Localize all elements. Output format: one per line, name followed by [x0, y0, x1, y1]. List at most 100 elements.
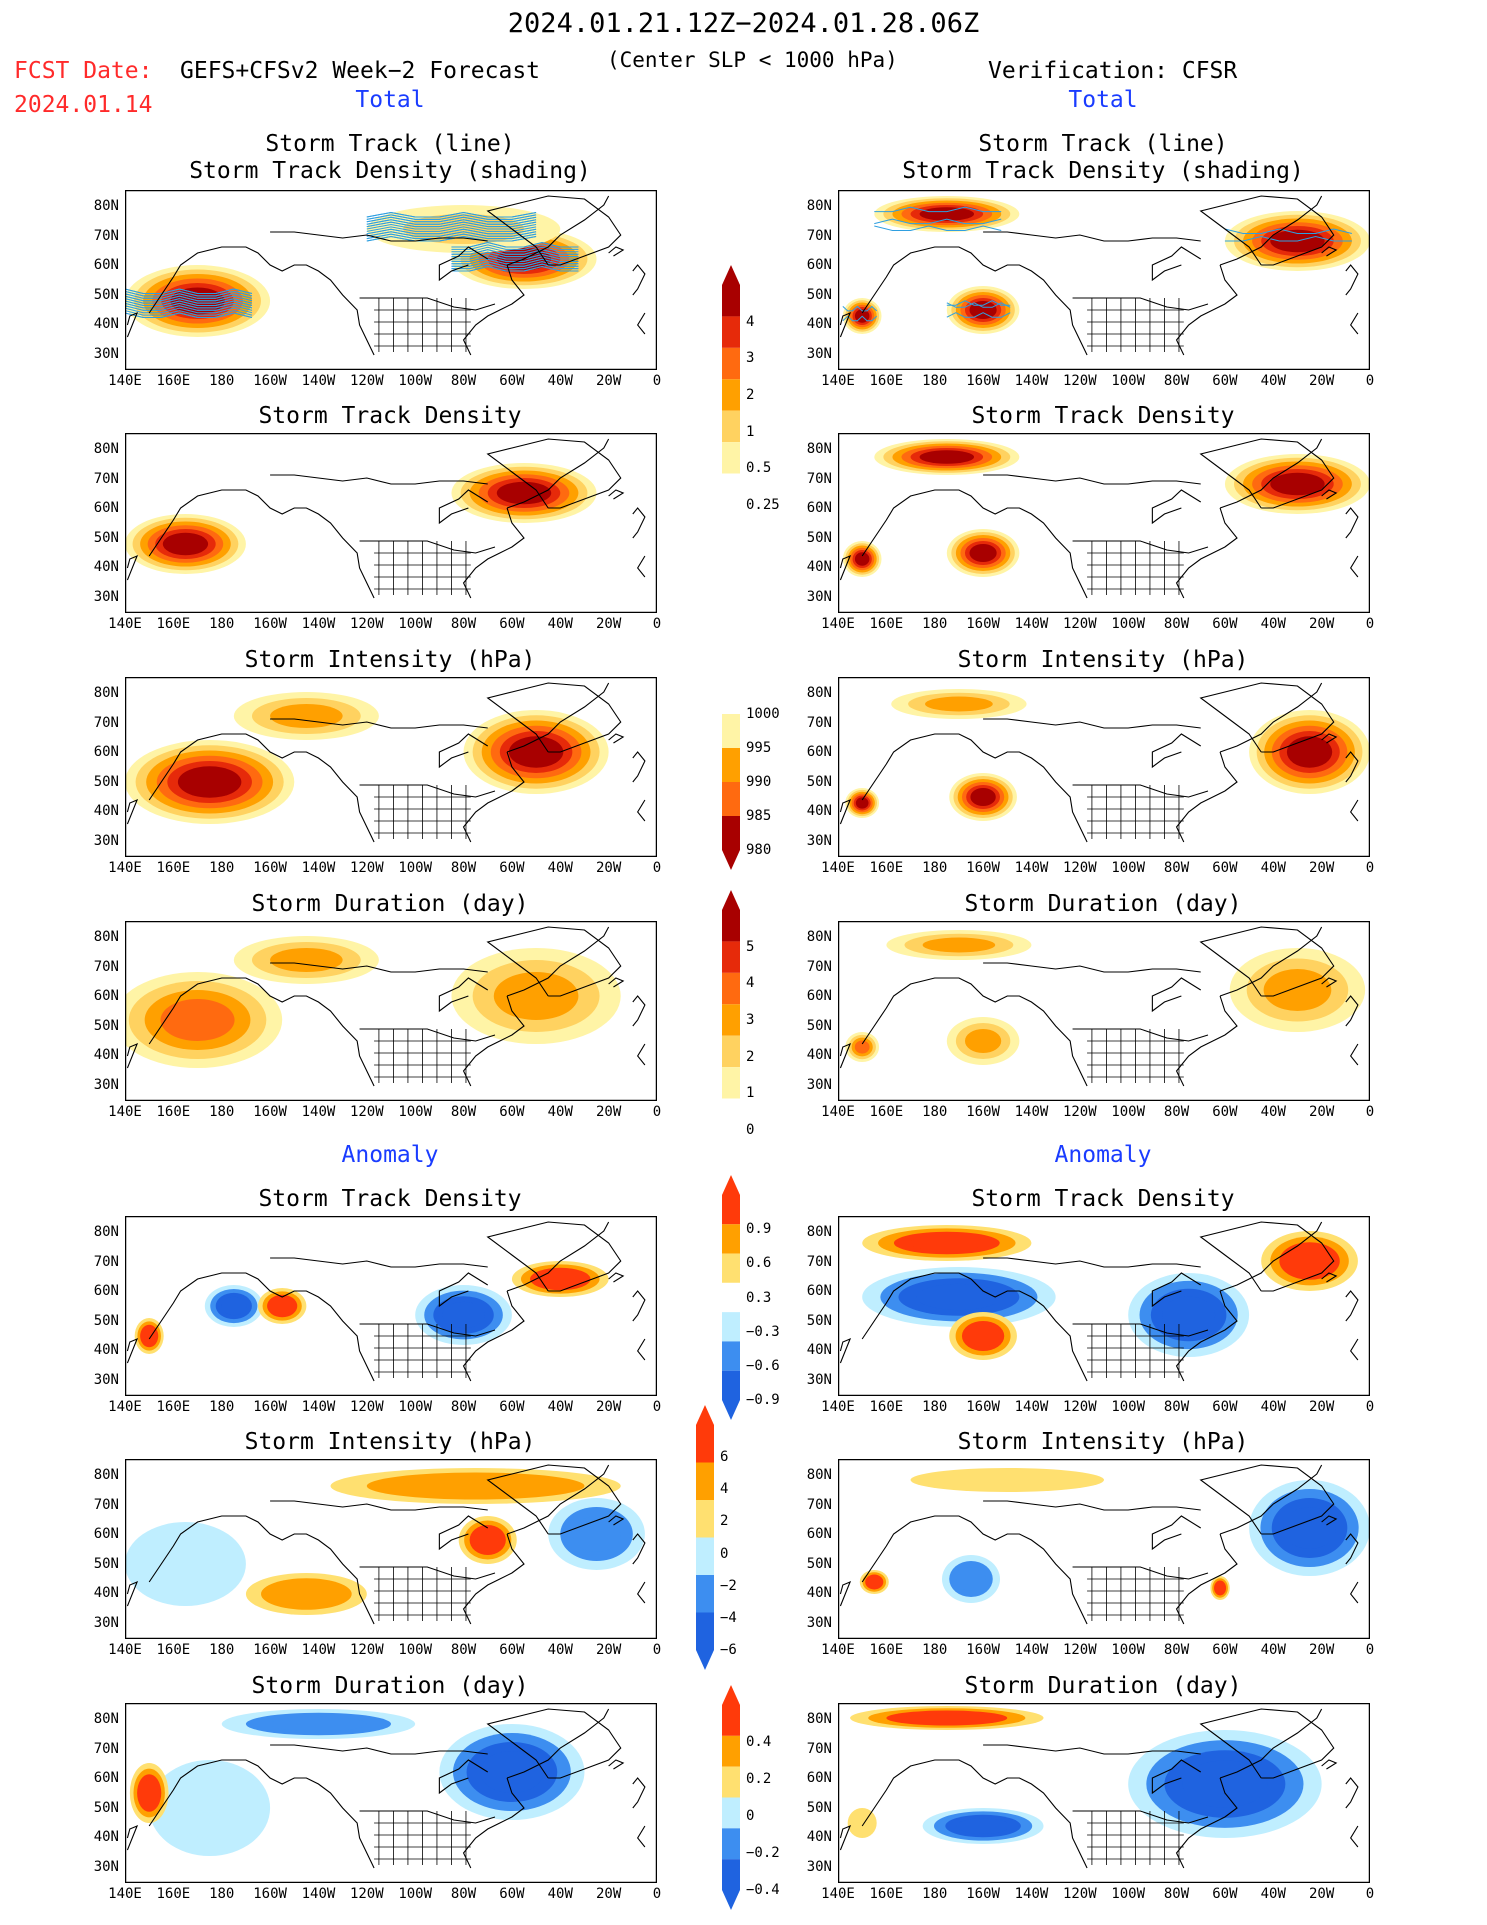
coastline	[1321, 733, 1338, 744]
shading-contour	[1215, 1582, 1225, 1594]
colorbar-label: −0.9	[746, 1392, 780, 1408]
map-frame	[125, 677, 657, 857]
map-panel-cfsr-3	[838, 921, 1370, 1101]
lon-tick-label: 20W	[595, 1104, 622, 1120]
storm-track-line	[946, 302, 1011, 308]
coastline	[636, 799, 646, 822]
panel-title-duration-left: Storm Duration (day)	[251, 891, 529, 917]
shading-contour	[1288, 1247, 1331, 1275]
storm-tracks	[125, 211, 579, 318]
storm-track-line	[451, 258, 579, 265]
lat-tick-label: 70N	[806, 470, 832, 487]
shading-contour	[572, 1516, 621, 1552]
coastline	[861, 1515, 1088, 1625]
lon-tick-label: 20W	[1308, 1399, 1335, 1415]
coastline	[632, 1290, 646, 1322]
shading-contour	[854, 1040, 870, 1054]
coastline	[486, 438, 622, 509]
lat-tick-label: 60N	[806, 1770, 832, 1786]
storm-track-line	[366, 228, 537, 235]
lat-tick-label: 30N	[806, 588, 832, 605]
lat-tick-label: 80N	[806, 441, 832, 457]
map-panel-cfsr-1	[838, 433, 1370, 613]
storm-track-line	[125, 290, 253, 297]
colorbar-label: −6	[720, 1642, 737, 1658]
colorbar-label: 2	[746, 1048, 755, 1065]
colorbar-swatch	[722, 1828, 740, 1860]
lat-tick-label: 40N	[93, 803, 119, 819]
lon-tick-label: 180	[922, 1399, 948, 1415]
coastline	[1199, 682, 1335, 753]
map-frame	[125, 190, 657, 370]
coastline	[608, 1272, 625, 1283]
lat-tick-label: 40N	[806, 559, 832, 575]
lon-tick-label: 160E	[156, 860, 191, 876]
shading-contour	[160, 999, 235, 1041]
colorbar-swatch	[722, 910, 740, 942]
map-panel-cfsr-0	[838, 190, 1370, 370]
lon-tick-label: 20W	[595, 860, 622, 876]
section-anomaly-right: Anomaly	[1054, 1142, 1152, 1168]
lon-tick-label: 120W	[349, 860, 384, 876]
map-frame	[838, 433, 1370, 613]
lon-tick-label: 160W	[253, 373, 287, 389]
lon-tick-label: 20W	[1308, 1886, 1335, 1902]
coastline	[148, 1759, 375, 1869]
storm-track-line	[125, 293, 253, 299]
storm-track-line	[125, 295, 253, 302]
shading-contour	[270, 948, 343, 972]
coastline	[148, 1272, 375, 1382]
lon-tick-label: 0	[652, 1886, 662, 1902]
lon-tick-label: 140W	[301, 1642, 336, 1658]
lon-tick-label: 120W	[349, 1642, 384, 1658]
colorbar-swatch	[722, 1195, 740, 1225]
map-svg	[838, 921, 1370, 1101]
lon-tick-label: 180	[922, 1104, 948, 1120]
coastline	[632, 995, 646, 1027]
lat-tick-label: 80N	[806, 1224, 832, 1240]
lat-tick-label: 70N	[806, 1253, 832, 1270]
lon-tick-label: 140W	[1014, 1886, 1049, 1902]
lon-tick-label: 180	[209, 1642, 235, 1658]
lon-tick-label: 140E	[108, 616, 142, 632]
shading-contour	[276, 1583, 337, 1605]
coastline	[861, 1272, 1088, 1382]
colorbar-label: 0.6	[746, 1255, 772, 1272]
lon-tick-label: 140W	[301, 1399, 336, 1415]
coastline	[636, 1825, 646, 1848]
lat-tick-label: 60N	[93, 500, 119, 516]
lon-tick-label: 20W	[1308, 1642, 1335, 1658]
lon-tick-label: 160E	[156, 1642, 191, 1658]
lon-tick-label: 80W	[1163, 616, 1190, 632]
coastline	[1151, 733, 1202, 769]
lat-tick-label: 80N	[93, 198, 119, 214]
shading-contour	[508, 736, 564, 768]
country-border	[1072, 1028, 1209, 1042]
shading-contour	[1162, 1296, 1216, 1334]
lon-tick-label: 0	[1365, 1642, 1375, 1658]
colorbar-swatch	[722, 1312, 740, 1342]
lat-tick-label: 40N	[93, 1047, 119, 1063]
coastline	[1219, 1464, 1323, 1535]
colorbar-label: 980	[746, 842, 772, 858]
lon-tick-label: 180	[209, 860, 235, 876]
lat-tick-label: 80N	[93, 929, 119, 945]
lat-tick-label: 80N	[93, 685, 119, 701]
coastline	[1219, 1708, 1323, 1779]
map-frame	[838, 1459, 1370, 1639]
lon-tick-label: 0	[1365, 616, 1375, 632]
lon-tick-label: 160E	[869, 1642, 904, 1658]
coastline	[486, 195, 622, 266]
colorbar-label: −0.3	[746, 1323, 780, 1340]
map-frame	[125, 1459, 657, 1639]
colorbar-label: 0.25	[746, 497, 780, 513]
lat-tick-label: 30N	[93, 1614, 119, 1631]
storm-track-line	[125, 305, 253, 311]
lon-tick-label: 80W	[1163, 373, 1190, 389]
lon-tick-label: 100W	[1111, 860, 1146, 876]
colorbar-swatch	[722, 473, 740, 505]
colorbar-swatch	[722, 1859, 740, 1890]
storm-track-line	[366, 219, 537, 225]
coastline	[1345, 995, 1359, 1027]
colorbar-swatch	[722, 941, 740, 973]
